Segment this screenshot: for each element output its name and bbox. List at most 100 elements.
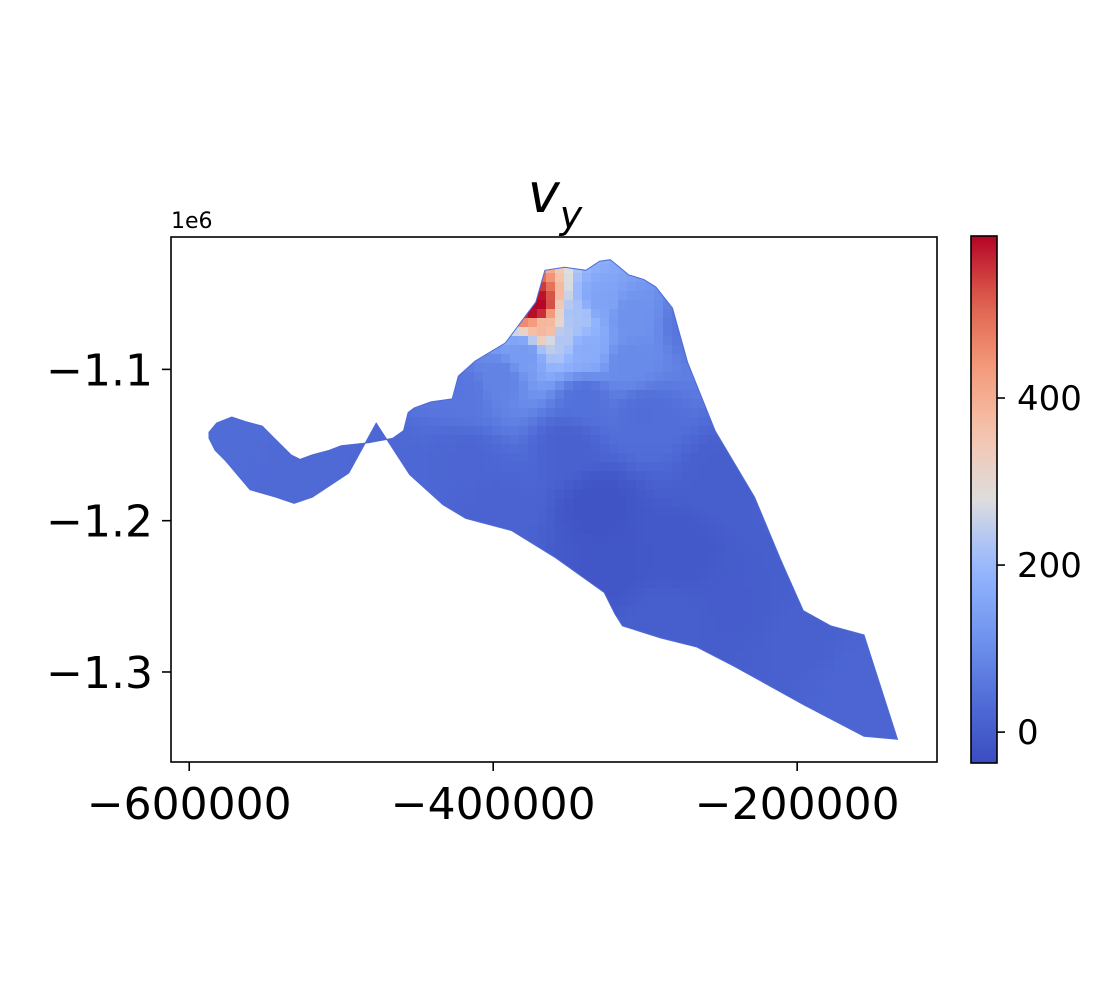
field-cell: [708, 606, 718, 616]
field-cell: [654, 327, 664, 337]
field-cell: [501, 408, 511, 418]
field-cell: [681, 588, 691, 598]
field-cell: [645, 282, 655, 292]
field-cell: [627, 408, 637, 418]
field-cell: [762, 552, 772, 562]
field-cell: [717, 489, 727, 499]
field-cell: [663, 489, 673, 499]
field-cell: [267, 489, 277, 499]
field-cell: [627, 588, 637, 598]
field-cell: [609, 354, 619, 364]
field-cell: [618, 291, 628, 301]
field-cell: [708, 561, 718, 571]
field-cell: [321, 453, 331, 463]
field-cell: [636, 516, 646, 526]
field-cell: [672, 534, 682, 544]
field-cell: [510, 390, 520, 400]
field-cell: [519, 399, 529, 409]
field-cell: [618, 273, 628, 283]
field-cell: [519, 462, 529, 472]
field-cell: [636, 282, 646, 292]
field-cell: [807, 633, 817, 643]
field-cell: [483, 399, 493, 409]
field-cell: [645, 345, 655, 355]
field-cell: [753, 669, 763, 679]
field-cell: [843, 687, 853, 697]
field-cell: [717, 579, 727, 589]
field-cell: [843, 705, 853, 715]
field-cell: [600, 480, 610, 490]
field-cell: [708, 588, 718, 598]
field-cell: [474, 435, 484, 445]
field-cell: [672, 597, 682, 607]
y-tick-label: −1.3: [46, 648, 153, 699]
field-cell: [753, 516, 763, 526]
field-cell: [627, 300, 637, 310]
field-cell: [600, 561, 610, 571]
field-cell: [672, 363, 682, 373]
field-cell: [681, 453, 691, 463]
field-cell: [591, 390, 601, 400]
field-cell: [699, 642, 709, 652]
field-cell: [537, 291, 547, 301]
field-cell: [501, 498, 511, 508]
field-cell: [636, 525, 646, 535]
field-cell: [456, 390, 466, 400]
field-cell: [474, 471, 484, 481]
field-cell: [573, 408, 583, 418]
field-cell: [762, 651, 772, 661]
field-cell: [753, 579, 763, 589]
field-cell: [582, 453, 592, 463]
field-cell: [582, 444, 592, 454]
field-cell: [771, 651, 781, 661]
field-cell: [546, 507, 556, 517]
field-cell: [303, 462, 313, 472]
field-cell: [528, 390, 538, 400]
field-cell: [564, 444, 574, 454]
field-cell: [429, 444, 439, 454]
field-cell: [573, 318, 583, 328]
field-cell: [717, 525, 727, 535]
field-cell: [573, 327, 583, 337]
field-cell: [672, 552, 682, 562]
field-cell: [393, 435, 403, 445]
field-cell: [249, 426, 259, 436]
field-cell: [564, 435, 574, 445]
field-cell: [501, 381, 511, 391]
field-cell: [222, 426, 232, 436]
field-cell: [627, 516, 637, 526]
field-cell: [321, 480, 331, 490]
field-cell: [663, 525, 673, 535]
field-cell: [735, 588, 745, 598]
field-cell: [510, 327, 520, 337]
field-cell: [609, 345, 619, 355]
field-cell: [447, 399, 457, 409]
field-cell: [861, 669, 871, 679]
field-cell: [870, 696, 880, 706]
field-cell: [627, 291, 637, 301]
field-cell: [537, 543, 547, 553]
field-cell: [222, 453, 232, 463]
field-cell: [528, 525, 538, 535]
field-cell: [609, 588, 619, 598]
field-cell: [627, 453, 637, 463]
field-cell: [240, 435, 250, 445]
field-cell: [537, 516, 547, 526]
field-cell: [420, 480, 430, 490]
field-cell: [690, 471, 700, 481]
field-cell: [609, 444, 619, 454]
field-cell: [672, 408, 682, 418]
field-cell: [699, 633, 709, 643]
field-cell: [537, 480, 547, 490]
field-cell: [456, 399, 466, 409]
field-cell: [609, 552, 619, 562]
field-cell: [303, 480, 313, 490]
field-cell: [600, 273, 610, 283]
field-cell: [483, 453, 493, 463]
field-cell: [618, 534, 628, 544]
field-cell: [636, 444, 646, 454]
field-cell: [672, 345, 682, 355]
field-cell: [600, 534, 610, 544]
field-cell: [798, 678, 808, 688]
field-cell: [267, 462, 277, 472]
